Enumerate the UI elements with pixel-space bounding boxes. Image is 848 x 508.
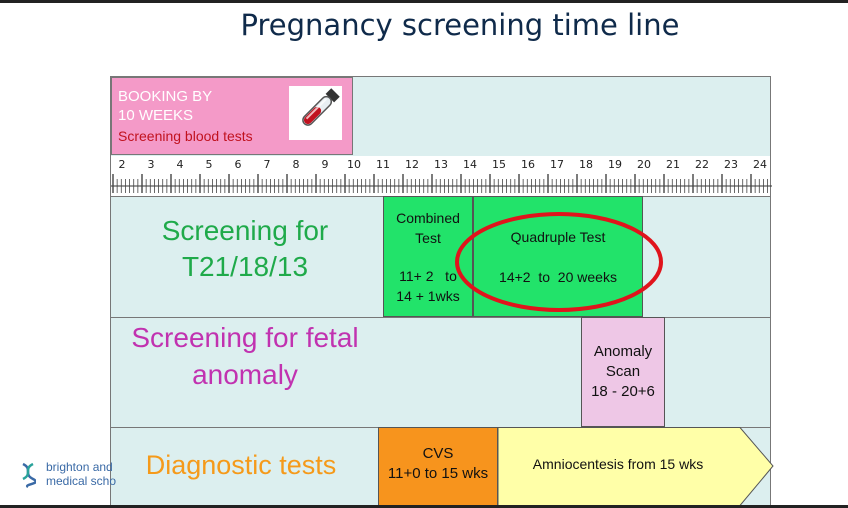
quadruple-test-range: 14+2 to 20 weeks [499,269,617,285]
combined-test-title-2: Test [415,230,441,246]
week-label: 9 [321,158,329,171]
quadruple-test-title: Quadruple Test [510,229,606,245]
week-ruler: 2 3 4 5 6 7 8 9 10 11 12 13 14 15 16 17 18 19 20 21 22 23 24 [110,156,772,196]
cvs-line-1: CVS [422,445,454,462]
week-label: 3 [147,158,155,171]
week-label: 11 [376,158,390,171]
cvs-box: CVS 11+0 to 15 wks [378,427,498,506]
week-label: 18 [579,158,593,171]
week-label: 19 [608,158,622,171]
screening-t21-label: Screening for T21/18/13 [110,213,380,285]
combined-test-range-2: 14 + 1wks [396,288,460,304]
combined-test-box: Combined Test 11+ 2 to 14 + 1wks [383,196,473,317]
week-label: 10 [347,158,361,171]
week-label: 14 [463,158,477,171]
week-label: 5 [205,158,213,171]
booking-line-2: 10 WEEKS [118,107,194,124]
booking-line-3: Screening blood tests [118,128,253,144]
fetal-anomaly-label-line-1: Screening for fetal [131,322,359,353]
quadruple-test-box: Quadruple Test 14+2 to 20 weeks [473,196,643,317]
anomaly-scan-line-3: 18 - 20+6 [591,383,655,400]
screening-t21-label-line-1: Screening for [161,215,329,246]
logo-line-1: brighton and [46,460,113,474]
ruler-ticks [111,174,772,193]
fetal-anomaly-label: Screening for fetal anomaly [110,319,380,393]
week-label: 22 [695,158,709,171]
anomaly-scan-box: Anomaly Scan 18 - 20+6 [581,317,665,427]
week-label: 24 [753,158,767,171]
fetal-anomaly-label-line-2: anomaly [192,359,298,390]
row-screening-t21: Screening for T21/18/13 [110,196,771,317]
amniocentesis-arrow [498,427,774,506]
cvs-line-2: 11+0 to 15 wks [387,465,489,482]
diagnostic-label: Diagnostic tests [145,450,337,480]
week-label: 6 [234,158,242,171]
top-border [0,0,848,3]
week-label: 16 [521,158,535,171]
week-label: 4 [176,158,184,171]
week-label: 17 [550,158,564,171]
week-label: 15 [492,158,506,171]
week-label: 23 [724,158,738,171]
brighton-logo: brighton and medical scho [20,460,116,488]
week-label: 8 [292,158,300,171]
week-label: 12 [405,158,419,171]
week-label: 21 [666,158,680,171]
slide-title: Pregnancy screening time line [240,8,680,42]
week-label: 7 [263,158,271,171]
booking-line-1: BOOKING BY [118,88,213,105]
anomaly-scan-line-1: Anomaly [593,343,653,360]
screening-t21-label-line-2: T21/18/13 [181,251,309,282]
quadruple-highlight-ellipse [455,212,663,312]
week-label: 2 [118,158,126,171]
amniocentesis-label: Amniocentesis from 15 wks [532,456,704,472]
logo-line-2: medical scho [46,474,117,488]
bottom-border [0,505,848,508]
row-fetal-anomaly: Screening for fetal anomaly [110,317,771,427]
week-label: 20 [637,158,651,171]
anomaly-scan-line-2: Scan [605,363,641,380]
dna-logo-icon [22,462,36,488]
week-label: 13 [434,158,448,171]
combined-test-range-1: 11+ 2 to [399,268,457,284]
blood-test-tube-icon [289,86,342,140]
combined-test-title-1: Combined [396,210,460,226]
